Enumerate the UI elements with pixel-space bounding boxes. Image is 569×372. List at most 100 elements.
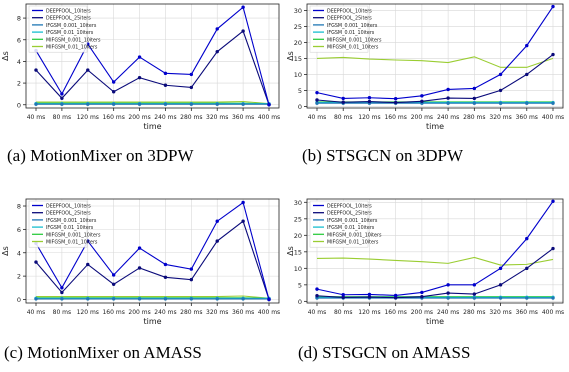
data-point-DEEPFOOL_10iters-9 <box>267 103 271 107</box>
x-axis-label: time <box>143 317 161 326</box>
data-point-DEEPFOOL_10iters-6 <box>472 283 477 287</box>
data-point-IFGSM_0.001_10iters-6 <box>189 297 194 301</box>
data-point-IFGSM_0.001_10iters-9 <box>551 296 555 300</box>
caption-c: (c) MotionMixer on AMASS <box>4 343 202 362</box>
legend-label-DEEPFOOL_10iters: DEEPFOOL_10iters <box>46 204 91 210</box>
data-point-DEEPFOOL_10iters-2 <box>367 292 372 297</box>
series-line-MIFGSM_0.01_10iters <box>316 256 554 266</box>
data-point-DEEPFOOL_25iters-5 <box>163 83 168 87</box>
legend-label-MIFGSM_0.01_10iters: MIFGSM_0.01_10iters <box>46 240 98 246</box>
y-tick-label-2: 10 <box>294 71 302 79</box>
data-point-DEEPFOOL_25iters-7 <box>498 283 503 287</box>
legend-label-MIFGSM_0.001_10iters: MIFGSM_0.001_10iters <box>327 232 382 238</box>
x-tick-label-6: 280 ms <box>180 309 202 316</box>
data-point-IFGSM_0.001_10iters-3 <box>111 102 116 106</box>
data-point-DEEPFOOL_10iters-3 <box>393 97 398 101</box>
legend-label-IFGSM_0.001_10iters: IFGSM_0.001_10iters <box>327 218 378 224</box>
data-point-IFGSM_0.001_10iters-0 <box>34 297 38 301</box>
data-point-DEEPFOOL_10iters-6 <box>472 86 477 91</box>
x-tick-label-6: 280 ms <box>180 114 202 121</box>
data-point-IFGSM_0.001_10iters-8 <box>241 102 245 106</box>
data-point-DEEPFOOL_10iters-5 <box>163 71 168 76</box>
legend-label-MIFGSM_0.01_10iters: MIFGSM_0.01_10iters <box>46 45 98 51</box>
data-point-DEEPFOOL_25iters-7 <box>498 88 503 93</box>
chart-panel-b: 0 5 10 15 20 25 30 40 ms 80 ms 120 ms 160 ms 200 ms… <box>285 0 569 140</box>
y-tick-label-0: 0 <box>298 103 302 111</box>
legend-label-MIFGSM_0.001_10iters: MIFGSM_0.001_10iters <box>46 232 101 238</box>
series-line-DEEPFOOL_10iters <box>316 6 554 100</box>
legend-box <box>309 5 369 53</box>
data-point-IFGSM_0.001_10iters-5 <box>446 101 450 105</box>
chart-d: 0 5 10 15 20 25 30 40 ms 80 ms 120 ms 160 ms 200 ms… <box>286 198 564 326</box>
data-point-IFGSM_0.001_10iters-1 <box>60 297 64 301</box>
x-tick-label-1: 80 ms <box>334 309 353 316</box>
x-tick-label-1: 80 ms <box>53 309 72 316</box>
data-point-DEEPFOOL_25iters-1 <box>60 290 64 295</box>
x-tick-label-3: 160 ms <box>102 309 124 316</box>
x-tick-label-3: 160 ms <box>102 114 124 121</box>
x-axis-label: time <box>426 317 444 326</box>
legend-box <box>28 200 88 248</box>
series-line-DEEPFOOL_25iters <box>316 248 554 299</box>
data-point-DEEPFOOL_25iters-2 <box>86 68 90 72</box>
data-point-DEEPFOOL_25iters-8 <box>525 266 529 271</box>
x-tick-label-8: 360 ms <box>516 114 538 121</box>
data-point-IFGSM_0.001_10iters-6 <box>189 102 194 106</box>
data-point-DEEPFOOL_25iters-2 <box>86 262 90 267</box>
y-axis-label: Δs <box>1 246 10 256</box>
y-axis-label: Δs <box>286 51 295 61</box>
x-tick-label-1: 80 ms <box>53 114 72 121</box>
data-point-IFGSM_0.001_10iters-3 <box>111 297 116 301</box>
data-point-DEEPFOOL_25iters-6 <box>472 292 477 296</box>
legend-label-DEEPFOOL_25iters: DEEPFOOL_25iters <box>46 211 91 217</box>
x-tick-label-2: 120 ms <box>77 114 99 121</box>
legend-label-IFGSM_0.001_10iters: IFGSM_0.001_10iters <box>46 23 97 29</box>
plot-frame <box>306 3 564 109</box>
y-tick-label-1: 5 <box>298 87 302 95</box>
data-point-IFGSM_0.001_10iters-5 <box>446 296 450 300</box>
data-point-DEEPFOOL_25iters-8 <box>525 72 529 77</box>
data-point-DEEPFOOL_25iters-3 <box>111 282 116 287</box>
data-point-DEEPFOOL_10iters-4 <box>137 55 142 59</box>
x-tick-label-1: 80 ms <box>334 114 353 121</box>
data-point-DEEPFOOL_25iters-1 <box>341 295 345 300</box>
data-point-DEEPFOOL_10iters-4 <box>420 94 424 98</box>
x-tick-label-7: 320 ms <box>206 309 228 316</box>
data-point-IFGSM_0.001_10iters-4 <box>137 297 142 301</box>
caption-a: (a) MotionMixer on 3DPW <box>7 146 194 165</box>
data-point-IFGSM_0.001_10iters-7 <box>498 296 503 300</box>
data-point-DEEPFOOL_25iters-4 <box>420 295 424 299</box>
data-point-DEEPFOOL_25iters-9 <box>551 52 555 57</box>
chart-c: 0 2 4 6 8 40 ms 80 ms 120 ms 160 ms 200 ms 240 ms 2… <box>1 198 280 326</box>
data-point-IFGSM_0.001_10iters-2 <box>86 102 90 106</box>
y-tick-label-4: 20 <box>294 232 302 240</box>
y-axis-label: Δs <box>1 51 10 61</box>
y-tick-label-3: 15 <box>294 55 302 63</box>
legend-label-MIFGSM_0.01_10iters: MIFGSM_0.01_10iters <box>327 45 379 51</box>
plot-frame <box>25 3 280 109</box>
data-point-IFGSM_0.001_10iters-6 <box>472 101 477 105</box>
x-tick-label-5: 240 ms <box>437 114 459 121</box>
x-tick-label-6: 280 ms <box>463 309 485 316</box>
data-point-DEEPFOOL_25iters-3 <box>111 90 116 94</box>
data-point-DEEPFOOL_25iters-2 <box>367 99 372 104</box>
data-point-DEEPFOOL_10iters-1 <box>60 92 64 96</box>
data-point-DEEPFOOL_25iters-1 <box>341 100 345 104</box>
x-axis-label: time <box>143 122 161 131</box>
data-point-DEEPFOOL_25iters-0 <box>34 68 38 72</box>
y-tick-label-4: 8 <box>17 203 21 211</box>
data-point-IFGSM_0.001_10iters-5 <box>163 297 168 301</box>
legend-label-MIFGSM_0.001_10iters: MIFGSM_0.001_10iters <box>46 37 101 43</box>
x-tick-label-8: 360 ms <box>232 309 254 316</box>
data-point-DEEPFOOL_10iters-1 <box>341 293 345 297</box>
data-point-DEEPFOOL_25iters-0 <box>315 98 319 102</box>
series-line-DEEPFOOL_10iters <box>35 201 270 300</box>
y-tick-label-4: 20 <box>294 39 302 47</box>
x-tick-label-5: 240 ms <box>154 114 176 121</box>
x-tick-label-3: 160 ms <box>384 309 406 316</box>
data-point-IFGSM_0.001_10iters-6 <box>472 296 477 300</box>
data-point-IFGSM_0.001_10iters-1 <box>60 102 64 106</box>
data-point-DEEPFOOL_25iters-5 <box>446 96 450 100</box>
x-tick-label-6: 280 ms <box>463 114 485 121</box>
legend-label-DEEPFOOL_25iters: DEEPFOOL_25iters <box>327 16 372 22</box>
